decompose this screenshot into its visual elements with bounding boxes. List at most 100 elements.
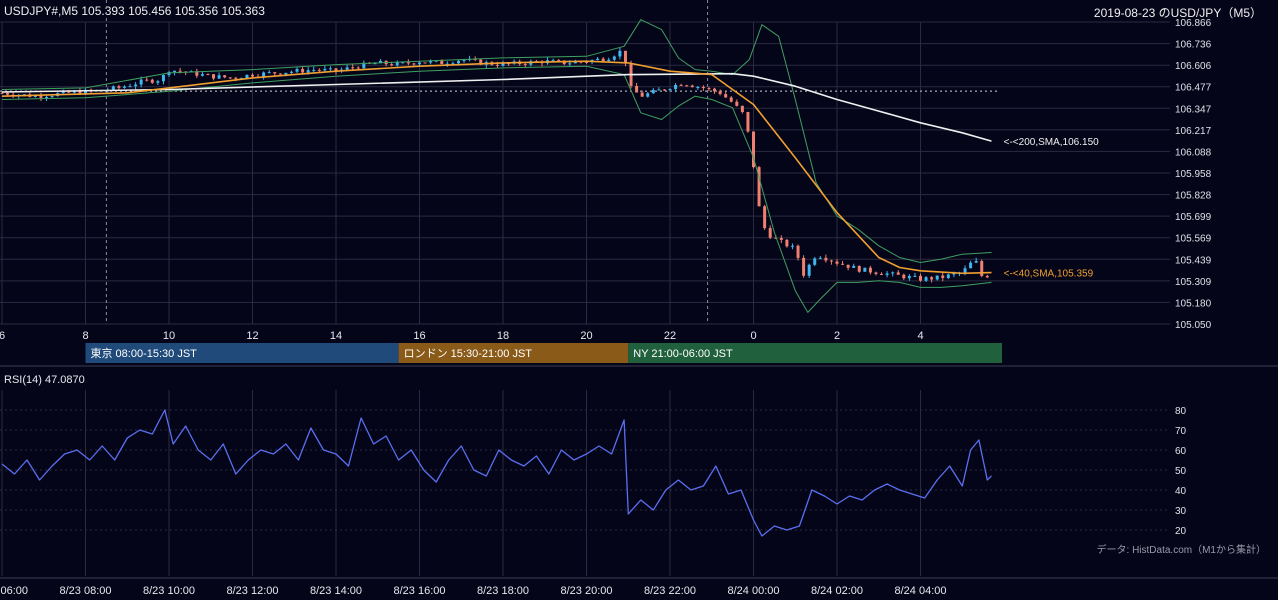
candle-body	[84, 89, 87, 95]
candle-body	[863, 267, 867, 272]
candle-body	[223, 75, 227, 78]
rsi-x-tick-label: 8/24 02:00	[811, 585, 863, 597]
price-x-tick-label: 0	[750, 330, 756, 342]
candle-body	[501, 63, 505, 66]
candle-body	[802, 257, 806, 276]
candle-body	[22, 94, 26, 96]
session-block	[398, 343, 629, 363]
candle-body	[768, 228, 772, 238]
rsi-x-tick-label: 8/23 20:00	[561, 585, 613, 597]
candle-body	[757, 167, 761, 207]
candle-body	[111, 86, 115, 90]
candle-body	[868, 267, 872, 273]
sma-annotation: <-<40,SMA,105.359	[1004, 269, 1094, 280]
price-tick-label: 106.477	[1175, 83, 1212, 94]
candle-body	[401, 62, 405, 64]
candle-body	[674, 84, 678, 90]
candle-body	[852, 265, 856, 268]
rsi-series	[1, 409, 992, 537]
rsi-x-tick-label: 8/23 08:00	[60, 585, 112, 597]
data-source-note: データ: HistData.com（M1から集計）	[1096, 545, 1266, 556]
candle-body	[234, 77, 238, 79]
price-x-tick-label: 10	[163, 330, 175, 342]
rsi-line	[1, 409, 992, 537]
candle-body	[930, 277, 934, 280]
candle-body	[729, 97, 733, 102]
candle-body	[523, 64, 527, 66]
price-tick-label: 106.347	[1175, 104, 1212, 115]
price-x-tick-label: 8	[82, 330, 88, 342]
price-x-tick-label: 2	[834, 330, 840, 342]
candle-body	[846, 264, 850, 268]
candle-body	[301, 68, 305, 73]
rsi-x-tick-label: 8/23 06:00	[0, 585, 28, 597]
rsi-x-tick-label: 8/23 22:00	[644, 585, 696, 597]
bollinger-lower-line	[1, 65, 992, 313]
price-tick-label: 105.050	[1175, 320, 1212, 331]
price-tick-label: 105.309	[1175, 277, 1212, 288]
candle-body	[117, 86, 121, 88]
candle-body	[423, 62, 427, 64]
candle-body	[774, 237, 778, 239]
session-label: 東京 08:00-15:30 JST	[91, 346, 198, 360]
candle-body	[662, 89, 666, 91]
candle-body	[796, 245, 800, 258]
candle-body	[145, 79, 149, 81]
candle-body	[0, 92, 4, 94]
price-series	[0, 19, 992, 313]
candle-body	[857, 265, 861, 272]
candle-body	[763, 206, 767, 229]
candle-body	[412, 63, 416, 65]
price-tick-label: 105.180	[1175, 298, 1212, 309]
candle-body	[974, 261, 978, 263]
rsi-tick-label: 80	[1175, 406, 1187, 417]
candle-body	[61, 90, 65, 94]
session-block	[628, 343, 1002, 363]
candle-body	[824, 257, 828, 261]
candle-body	[952, 273, 956, 275]
candle-body	[735, 101, 739, 106]
candle-body	[679, 84, 683, 86]
price-x-tick-label: 22	[664, 330, 676, 342]
candle-body	[33, 95, 37, 97]
candle-body	[635, 85, 639, 93]
candle-body	[963, 268, 967, 273]
price-x-tick-label: 18	[497, 330, 509, 342]
candle-body	[167, 72, 171, 76]
candle-body	[429, 60, 433, 63]
candle-body	[718, 91, 722, 95]
rsi-tick-label: 20	[1175, 526, 1187, 537]
candle-body	[607, 59, 611, 62]
candle-body	[880, 273, 884, 275]
candle-body	[379, 60, 383, 64]
candle-body	[568, 63, 572, 65]
candle-body	[406, 62, 410, 64]
candle-body	[807, 264, 811, 276]
rsi-tick-label: 50	[1175, 466, 1187, 477]
candle-body	[156, 81, 160, 83]
sma-annotation: <-<200,SMA,106.150	[1004, 137, 1100, 148]
candle-body	[373, 63, 377, 65]
price-tick-label: 106.088	[1175, 147, 1212, 158]
candle-body	[835, 261, 839, 264]
candle-body	[289, 71, 293, 73]
candle-body	[557, 60, 561, 62]
candle-body	[195, 71, 199, 76]
candle-body	[896, 272, 900, 275]
candle-body	[45, 96, 49, 98]
candle-body	[685, 85, 689, 87]
price-x-tick-label: 12	[246, 330, 258, 342]
candle-body	[785, 239, 789, 247]
candle-body	[651, 89, 655, 94]
candle-body	[752, 131, 755, 168]
rsi-x-tick-label: 8/23 12:00	[227, 585, 279, 597]
candle-body	[813, 258, 817, 265]
candle-body	[573, 61, 577, 64]
candle-body	[696, 86, 700, 88]
rsi-tick-label: 70	[1175, 426, 1187, 437]
header-symbol-info: USDJPY#,M5 105.393 105.456 105.356 105.3…	[4, 4, 265, 18]
candle-body	[707, 88, 711, 90]
candle-body	[122, 86, 126, 88]
candle-body	[440, 60, 444, 65]
